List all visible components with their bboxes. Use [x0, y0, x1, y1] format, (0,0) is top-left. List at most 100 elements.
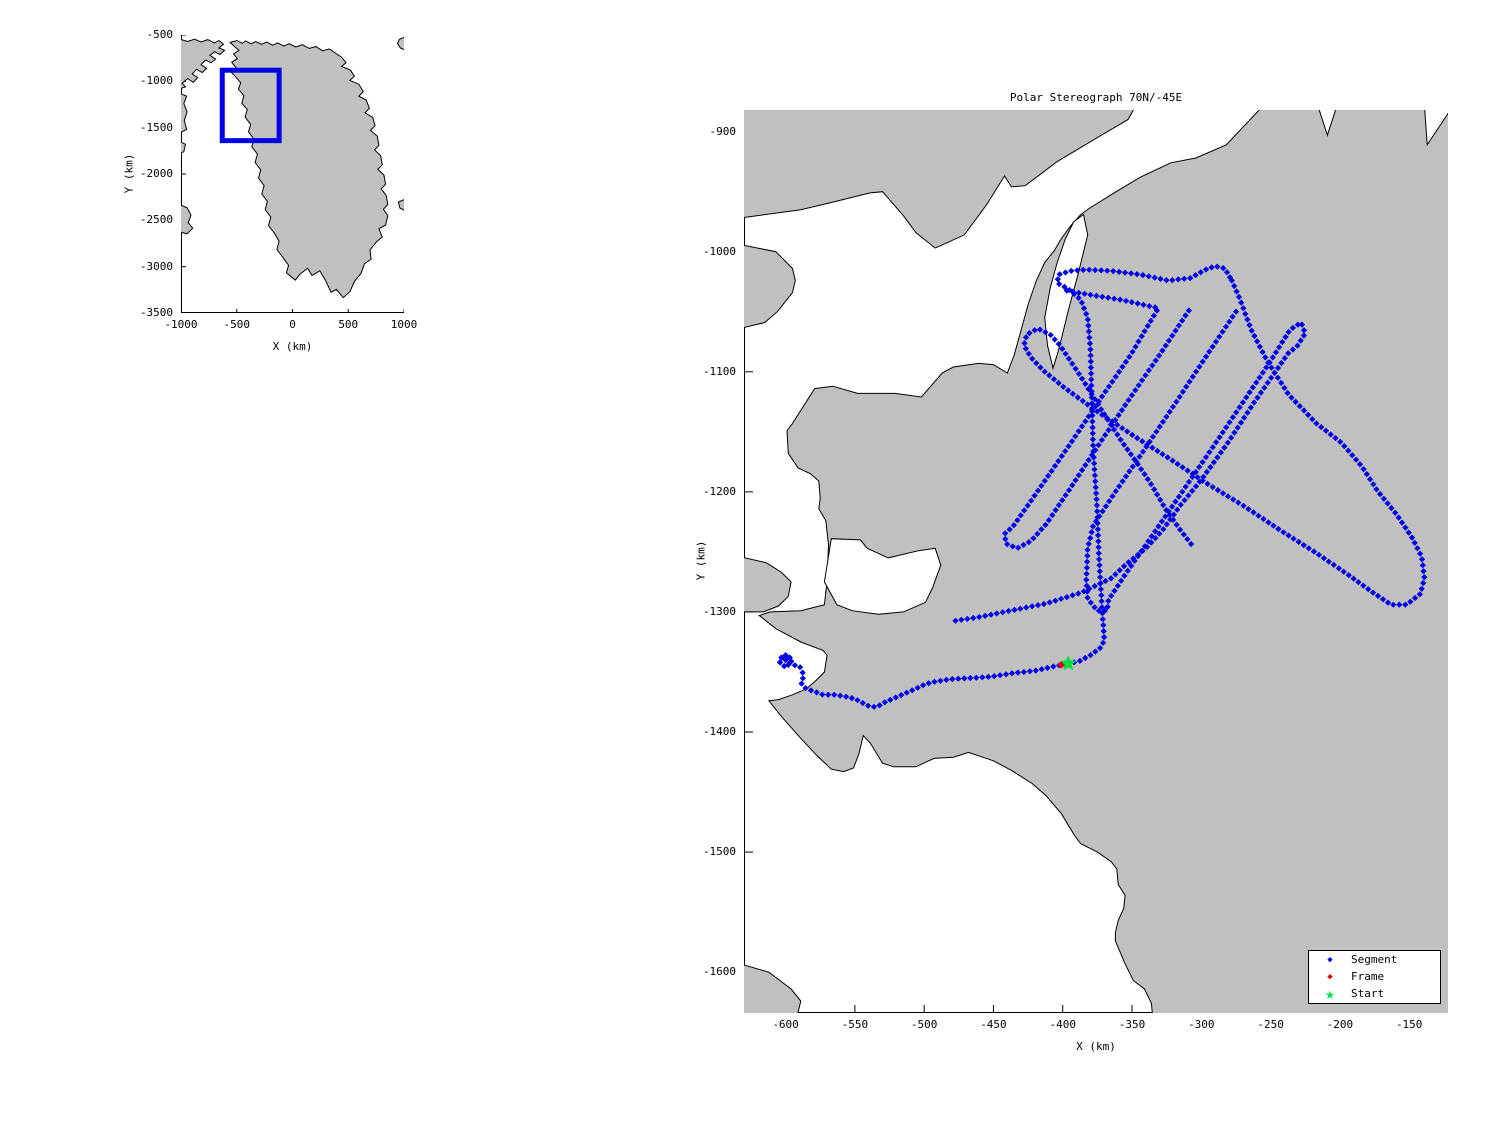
segment-dot: [1062, 448, 1069, 455]
segment-dot: [1284, 389, 1291, 397]
water-overlay-polygon: [1318, 110, 1337, 137]
segment-dot: [1025, 538, 1032, 546]
segment-dot: [1021, 507, 1028, 514]
segment-dot: [919, 682, 927, 689]
segment-dot: [1009, 543, 1016, 550]
segment-dot: [1345, 571, 1352, 579]
segment-dot: [1148, 539, 1155, 546]
y-tick-label: -1000: [702, 244, 736, 258]
segment-dot: [1174, 506, 1181, 513]
segment-dot: [1072, 433, 1079, 440]
x-tick-label: -500: [223, 318, 251, 331]
segment-dot: [1087, 651, 1094, 659]
segment-dot: [1111, 295, 1118, 302]
segment-dot: [1340, 568, 1347, 575]
segment-dot: [1330, 561, 1337, 569]
x-tick-label: -400: [1049, 1018, 1076, 1031]
segment-dot: [1063, 593, 1070, 601]
segment-dot: [1087, 599, 1094, 606]
water-overlay-polygon: [823, 538, 942, 615]
segment-dot: [1104, 267, 1111, 274]
segment-dot: [1224, 439, 1231, 446]
segment-dot: [1099, 293, 1106, 300]
segment-dot: [1335, 565, 1342, 572]
segment-dot: [1295, 538, 1302, 546]
land-polygon: [181, 38, 226, 89]
segment-dot: [1285, 350, 1292, 357]
segment-dot: [1352, 456, 1360, 463]
segment-dot: [1199, 358, 1206, 365]
segment-dot: [1259, 348, 1266, 356]
segment-dot: [1196, 478, 1203, 485]
segment-dot: [1145, 273, 1152, 280]
segment-dot: [1059, 497, 1066, 504]
x-tick-label: -500: [910, 1018, 938, 1031]
segment-dot: [1243, 394, 1250, 401]
overview-plot-canvas: [181, 35, 404, 313]
segment-dot: [799, 669, 806, 676]
segment-dot: [1139, 438, 1146, 445]
x-tick-label: 1000: [390, 318, 418, 331]
segment-dot: [1087, 534, 1094, 542]
segment-dot: [807, 687, 815, 694]
segment-dot: [1390, 601, 1397, 608]
segment-dot: [1376, 490, 1384, 498]
segment-dot: [1085, 413, 1092, 420]
segment-dot: [1144, 476, 1151, 483]
segment-dot: [1220, 264, 1227, 272]
segment-dot: [1135, 382, 1142, 389]
land-polygon: [758, 110, 1448, 1013]
segment-dot: [1419, 562, 1426, 569]
segment-dot: [1041, 477, 1048, 485]
segment-dot: [1169, 276, 1176, 284]
segment-dot: [1187, 274, 1194, 282]
legend-label-frame: Frame: [1351, 970, 1385, 983]
segment-dot: [1297, 337, 1304, 344]
segment-dot: [1116, 483, 1123, 490]
segment-dot: [1209, 444, 1216, 451]
segment-dot: [1141, 328, 1148, 335]
segment-dot: [1247, 404, 1254, 411]
x-tick-label: -350: [1118, 1018, 1146, 1031]
segment-dot: [1092, 446, 1099, 454]
segment-dot: [1109, 378, 1116, 385]
segment-dot: [1279, 338, 1286, 346]
segment-dot: [1114, 582, 1121, 589]
segment-dot: [1350, 575, 1357, 582]
segment-dot: [1084, 316, 1091, 323]
segment-dot: [1102, 431, 1109, 439]
segment-dot: [1075, 428, 1082, 435]
segment-dot: [1069, 482, 1076, 489]
segment-dot: [1047, 331, 1054, 339]
main-plot-ylabel: Y (km): [694, 540, 708, 581]
segment-dot: [1223, 424, 1230, 431]
segment-dot: [1124, 428, 1131, 435]
y-tick-label: -900: [709, 124, 737, 138]
segment-dot: [1192, 468, 1199, 476]
segment-dot: [1025, 350, 1032, 357]
segment-dot: [1082, 654, 1089, 662]
frame-marker-icon: ◆: [1327, 971, 1333, 982]
overview-plot-xlabel: X (km): [272, 340, 313, 353]
legend-box: ◆ Segment ◆ Frame ★ Start: [1308, 950, 1441, 1004]
segment-dot: [1045, 472, 1052, 480]
segment-dot: [796, 664, 804, 671]
segment-dot: [1176, 393, 1183, 400]
segment-dot: [1014, 669, 1022, 676]
segment-dot: [1122, 401, 1129, 409]
segment-dot: [1087, 358, 1094, 365]
segment-dot: [1281, 354, 1288, 362]
x-tick-label: 0: [289, 318, 296, 331]
segment-dot: [1206, 348, 1213, 355]
segment-dot: [1214, 263, 1221, 270]
segment-dot: [1154, 491, 1161, 498]
segment-dot: [1325, 558, 1332, 565]
segment-dot: [1345, 447, 1352, 454]
segment-dot: [1402, 601, 1409, 608]
legend-label-segment: Segment: [1351, 953, 1398, 966]
segment-dot: [1151, 274, 1158, 281]
segment-dot: [1261, 384, 1268, 391]
y-tick-label: -1000: [139, 74, 173, 88]
segment-dot: [1132, 387, 1139, 394]
segment-dot: [1296, 403, 1303, 410]
